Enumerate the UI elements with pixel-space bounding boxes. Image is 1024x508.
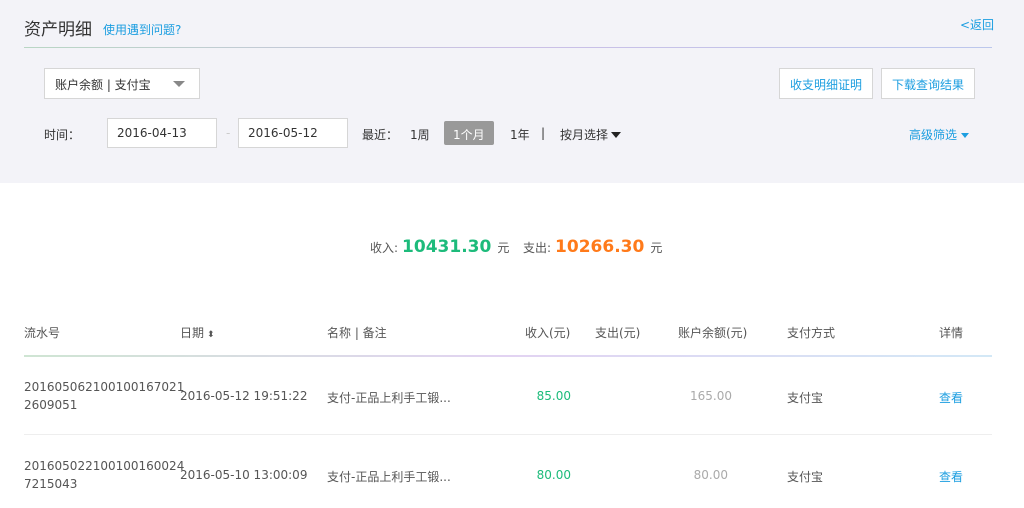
- row-name: 支付-正品上利手工锻...: [327, 470, 451, 484]
- header-income: 收入(元): [525, 326, 571, 340]
- row-balance: 165.00: [690, 389, 732, 403]
- filter-divider: |: [541, 126, 546, 140]
- end-date-input[interactable]: 2016-05-12: [238, 118, 348, 148]
- recent-1-month[interactable]: 1个月: [444, 121, 494, 145]
- caret-down-icon: [961, 133, 970, 138]
- header-serial: 流水号: [24, 326, 61, 340]
- recent-label: 最近：: [362, 128, 399, 142]
- advanced-filter-label: 高级筛选: [909, 128, 958, 142]
- header-expense: 支出(元): [595, 326, 641, 340]
- row-date: 2016-05-10 13:00:09: [180, 468, 308, 482]
- divider: [24, 47, 992, 48]
- header-detail: 详情: [939, 326, 964, 340]
- expense-summary: 支出: 10266.30 元: [523, 237, 662, 257]
- header-name: 名称 | 备注: [327, 326, 387, 340]
- income-summary: 收入: 10431.30 元: [370, 237, 509, 257]
- recent-1-year[interactable]: 1年: [510, 128, 530, 142]
- account-select[interactable]: 账户余额 | 支付宝: [44, 68, 200, 99]
- serial-number: 201605022100100160024: [24, 459, 185, 473]
- row-divider: [24, 434, 992, 435]
- view-detail-link[interactable]: 查看: [939, 470, 964, 484]
- help-link[interactable]: 使用遇到问题?: [103, 23, 182, 37]
- download-button[interactable]: 下载查询结果: [881, 68, 976, 99]
- serial-number-cont: 7215043: [24, 477, 78, 491]
- row-date: 2016-05-12 19:51:22: [180, 389, 308, 403]
- proof-button[interactable]: 收支明细证明: [779, 68, 874, 99]
- expense-total: 10266.30: [555, 237, 645, 257]
- view-detail-link[interactable]: 查看: [939, 391, 964, 405]
- row-income: 80.00: [536, 468, 571, 482]
- header-date[interactable]: 日期 ⬍: [180, 324, 215, 341]
- income-total: 10431.30: [402, 237, 492, 257]
- recent-1-week[interactable]: 1周: [410, 128, 430, 142]
- account-select-value: 账户余额 | 支付宝: [55, 78, 151, 92]
- chevron-down-icon: [173, 81, 185, 87]
- serial-number-cont: 2609051: [24, 398, 78, 412]
- serial-number: 201605062100100167021: [24, 380, 185, 394]
- row-method: 支付宝: [787, 470, 824, 484]
- date-separator: -: [226, 126, 231, 140]
- expense-unit: 元: [650, 241, 663, 255]
- caret-down-icon: [611, 132, 622, 138]
- by-month-label: 按月选择: [560, 128, 609, 142]
- income-label: 收入:: [370, 241, 399, 255]
- expense-label: 支出:: [523, 241, 552, 255]
- advanced-filter-link[interactable]: 高级筛选: [909, 126, 970, 143]
- page-title: 资产明细: [24, 20, 92, 40]
- back-link[interactable]: <返回: [960, 18, 995, 32]
- header-balance: 账户余额(元): [678, 326, 748, 340]
- row-name: 支付-正品上利手工锻...: [327, 391, 451, 405]
- start-date-input[interactable]: 2016-04-13: [107, 118, 217, 148]
- sort-icon: ⬍: [207, 330, 215, 340]
- header-divider: [24, 355, 992, 357]
- header-method: 支付方式: [787, 326, 836, 340]
- row-method: 支付宝: [787, 391, 824, 405]
- row-balance: 80.00: [693, 468, 728, 482]
- income-unit: 元: [497, 241, 510, 255]
- by-month-dropdown[interactable]: 按月选择: [560, 126, 622, 143]
- header-date-label: 日期: [180, 326, 205, 340]
- time-label: 时间：: [44, 128, 81, 142]
- row-income: 85.00: [536, 389, 571, 403]
